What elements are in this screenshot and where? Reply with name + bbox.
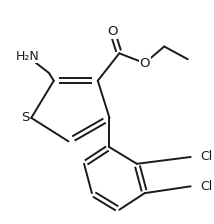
Text: O: O <box>140 57 150 70</box>
Text: Cl: Cl <box>201 151 213 164</box>
Text: O: O <box>107 25 118 38</box>
Text: Cl: Cl <box>201 180 213 193</box>
Text: H₂N: H₂N <box>15 50 39 63</box>
Text: S: S <box>21 111 30 124</box>
